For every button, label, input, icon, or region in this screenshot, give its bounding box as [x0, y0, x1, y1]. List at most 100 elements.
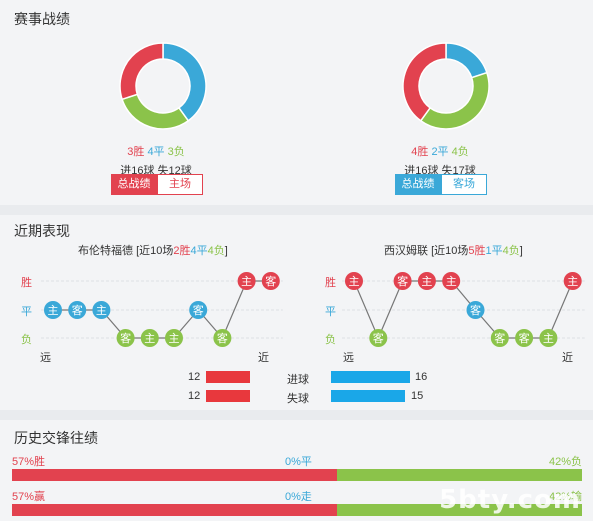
- history-handicap-loss-label: 42%输: [548, 491, 582, 503]
- form-point-label-left-6: 客: [193, 303, 204, 317]
- form-point-label-left-1: 客: [72, 303, 83, 317]
- y-label-win-right: 胜: [325, 277, 336, 289]
- record-tabs-left: 总战绩 主场: [111, 174, 203, 195]
- form-point-left-0: [44, 301, 62, 319]
- summary-win-right: 5胜: [468, 245, 486, 257]
- near-label-left: 近: [258, 352, 269, 364]
- y-label-win-left: 胜: [21, 277, 32, 289]
- form-point-label-right-4: 主: [446, 275, 457, 288]
- summary-loss-left: 4负: [207, 245, 225, 257]
- record-win-left: 3胜: [127, 146, 145, 158]
- donut-slice-win-left: [119, 42, 164, 101]
- record-title: 赛事战绩: [14, 11, 70, 27]
- form-point-right-7: [515, 329, 534, 347]
- summary-suffix-left: ]: [224, 245, 228, 257]
- history-panel: 历史交锋往绩 57%胜 0%平 42%负 57%赢 0%走 42%输 5bty.…: [0, 420, 593, 521]
- record-stats-left: 3胜 4平 3负 进16球 失12球: [66, 143, 246, 178]
- donut-chart-left: [119, 42, 207, 130]
- team-name-right: 西汉姆联: [384, 245, 428, 257]
- scored-label: 进球: [287, 374, 309, 386]
- summary-prefix-left: [近10场: [136, 245, 174, 257]
- history-draw-label: 0%平: [285, 456, 312, 468]
- team-name-left: 布伦特福德: [78, 245, 133, 257]
- form-point-left-7: [213, 329, 232, 347]
- form-point-label-right-5: 客: [470, 303, 481, 317]
- y-label-draw-left: 平: [21, 306, 32, 318]
- history-row-result: 57%胜 0%平 42%负: [12, 453, 582, 481]
- conceded-label: 失球: [287, 393, 309, 405]
- record-draw-right: 2平: [431, 146, 449, 158]
- summary-suffix-right: ]: [519, 245, 523, 257]
- history-win-bar: [12, 469, 337, 481]
- y-label-loss-right: 负: [325, 334, 336, 346]
- form-point-right-1: [369, 329, 388, 347]
- summary-draw-left: 4平: [190, 245, 208, 257]
- donut-chart-right: [402, 42, 490, 130]
- right-scored-bar: [331, 371, 410, 383]
- tab-home-left[interactable]: 主场: [157, 174, 203, 195]
- watermark-logo: 5bty.com: [439, 485, 581, 515]
- form-point-label-right-2: 客: [397, 274, 408, 288]
- history-handicap-loss-bar: [336, 504, 582, 516]
- right-conceded-value: 15: [411, 390, 424, 402]
- form-point-label-left-2: 主: [96, 304, 107, 317]
- far-label-left: 远: [40, 352, 51, 364]
- record-panel: 赛事战绩 3胜 4平 3负 进16球 失12球 总战绩 主场 4胜 2平 4负 …: [0, 0, 593, 205]
- form-point-label-right-9: 主: [567, 275, 578, 288]
- form-point-left-2: [92, 301, 111, 319]
- record-draw-left: 4平: [147, 146, 165, 158]
- form-point-right-0: [345, 272, 363, 290]
- team-header-left: 布伦特福德 [近10场2胜4平4负]: [78, 242, 228, 258]
- form-point-left-8: [237, 272, 256, 290]
- history-handicap-win-label: 57%赢: [12, 491, 46, 503]
- left-scored-bar: [206, 371, 251, 383]
- history-loss-bar: [336, 469, 582, 481]
- record-stats-right: 4胜 2平 4负 进16球 失17球: [350, 143, 530, 178]
- tab-total-left[interactable]: 总战绩: [111, 174, 157, 195]
- right-scored-value: 16: [415, 371, 428, 383]
- history-handicap-win-bar: [12, 504, 337, 516]
- form-point-label-right-8: 主: [543, 332, 554, 345]
- form-point-label-left-4: 主: [144, 332, 155, 345]
- near-label-right: 近: [562, 352, 573, 364]
- form-point-label-left-3: 客: [120, 331, 131, 345]
- donut-slice-draw-right: [445, 42, 488, 79]
- form-chart-left: 主客主客主主客客主客: [41, 272, 283, 347]
- left-scored-value: 12: [188, 371, 201, 383]
- donut-slice-win-right: [402, 42, 447, 122]
- form-point-left-3: [116, 329, 135, 347]
- team-header-right: 西汉姆联 [近10场5胜1平4负]: [384, 242, 523, 258]
- tab-total-right[interactable]: 总战绩: [395, 174, 441, 195]
- form-point-label-left-5: 主: [169, 332, 180, 345]
- form-point-right-4: [442, 272, 461, 290]
- form-point-label-left-9: 客: [265, 274, 276, 288]
- record-loss-left: 3负: [167, 146, 185, 158]
- form-point-label-right-1: 客: [373, 331, 384, 345]
- summary-prefix-right: [近10场: [431, 245, 469, 257]
- form-point-left-9: [261, 272, 280, 290]
- form-point-label-right-3: 主: [421, 275, 432, 288]
- left-conceded-bar: [206, 390, 251, 402]
- recent-title: 近期表现: [14, 223, 70, 239]
- recent-panel: 近期表现 布伦特福德 [近10场2胜4平4负] 西汉姆联 [近10场5胜1平4负…: [0, 215, 593, 410]
- form-point-label-right-7: 客: [519, 331, 530, 345]
- record-win-right: 4胜: [411, 146, 429, 158]
- form-line-left: [53, 280, 271, 340]
- y-label-draw-right: 平: [325, 306, 336, 318]
- form-point-label-right-6: 客: [494, 331, 505, 345]
- donut-slice-loss-right: [419, 71, 490, 130]
- y-label-loss-left: 负: [21, 334, 32, 346]
- summary-draw-right: 1平: [485, 245, 503, 257]
- form-point-left-6: [189, 301, 208, 319]
- history-title: 历史交锋往绩: [14, 430, 98, 446]
- form-point-left-4: [140, 329, 159, 347]
- form-point-right-5: [466, 301, 485, 319]
- form-point-label-right-0: 主: [349, 275, 360, 288]
- history-row-handicap: 57%赢 0%走 42%输: [12, 488, 582, 516]
- tab-away-right[interactable]: 客场: [441, 174, 487, 195]
- form-point-label-left-8: 主: [241, 275, 252, 288]
- form-point-left-5: [165, 329, 183, 347]
- form-point-left-1: [68, 301, 87, 319]
- donut-slice-draw-left: [162, 42, 207, 122]
- donut-slice-loss-left: [121, 93, 190, 130]
